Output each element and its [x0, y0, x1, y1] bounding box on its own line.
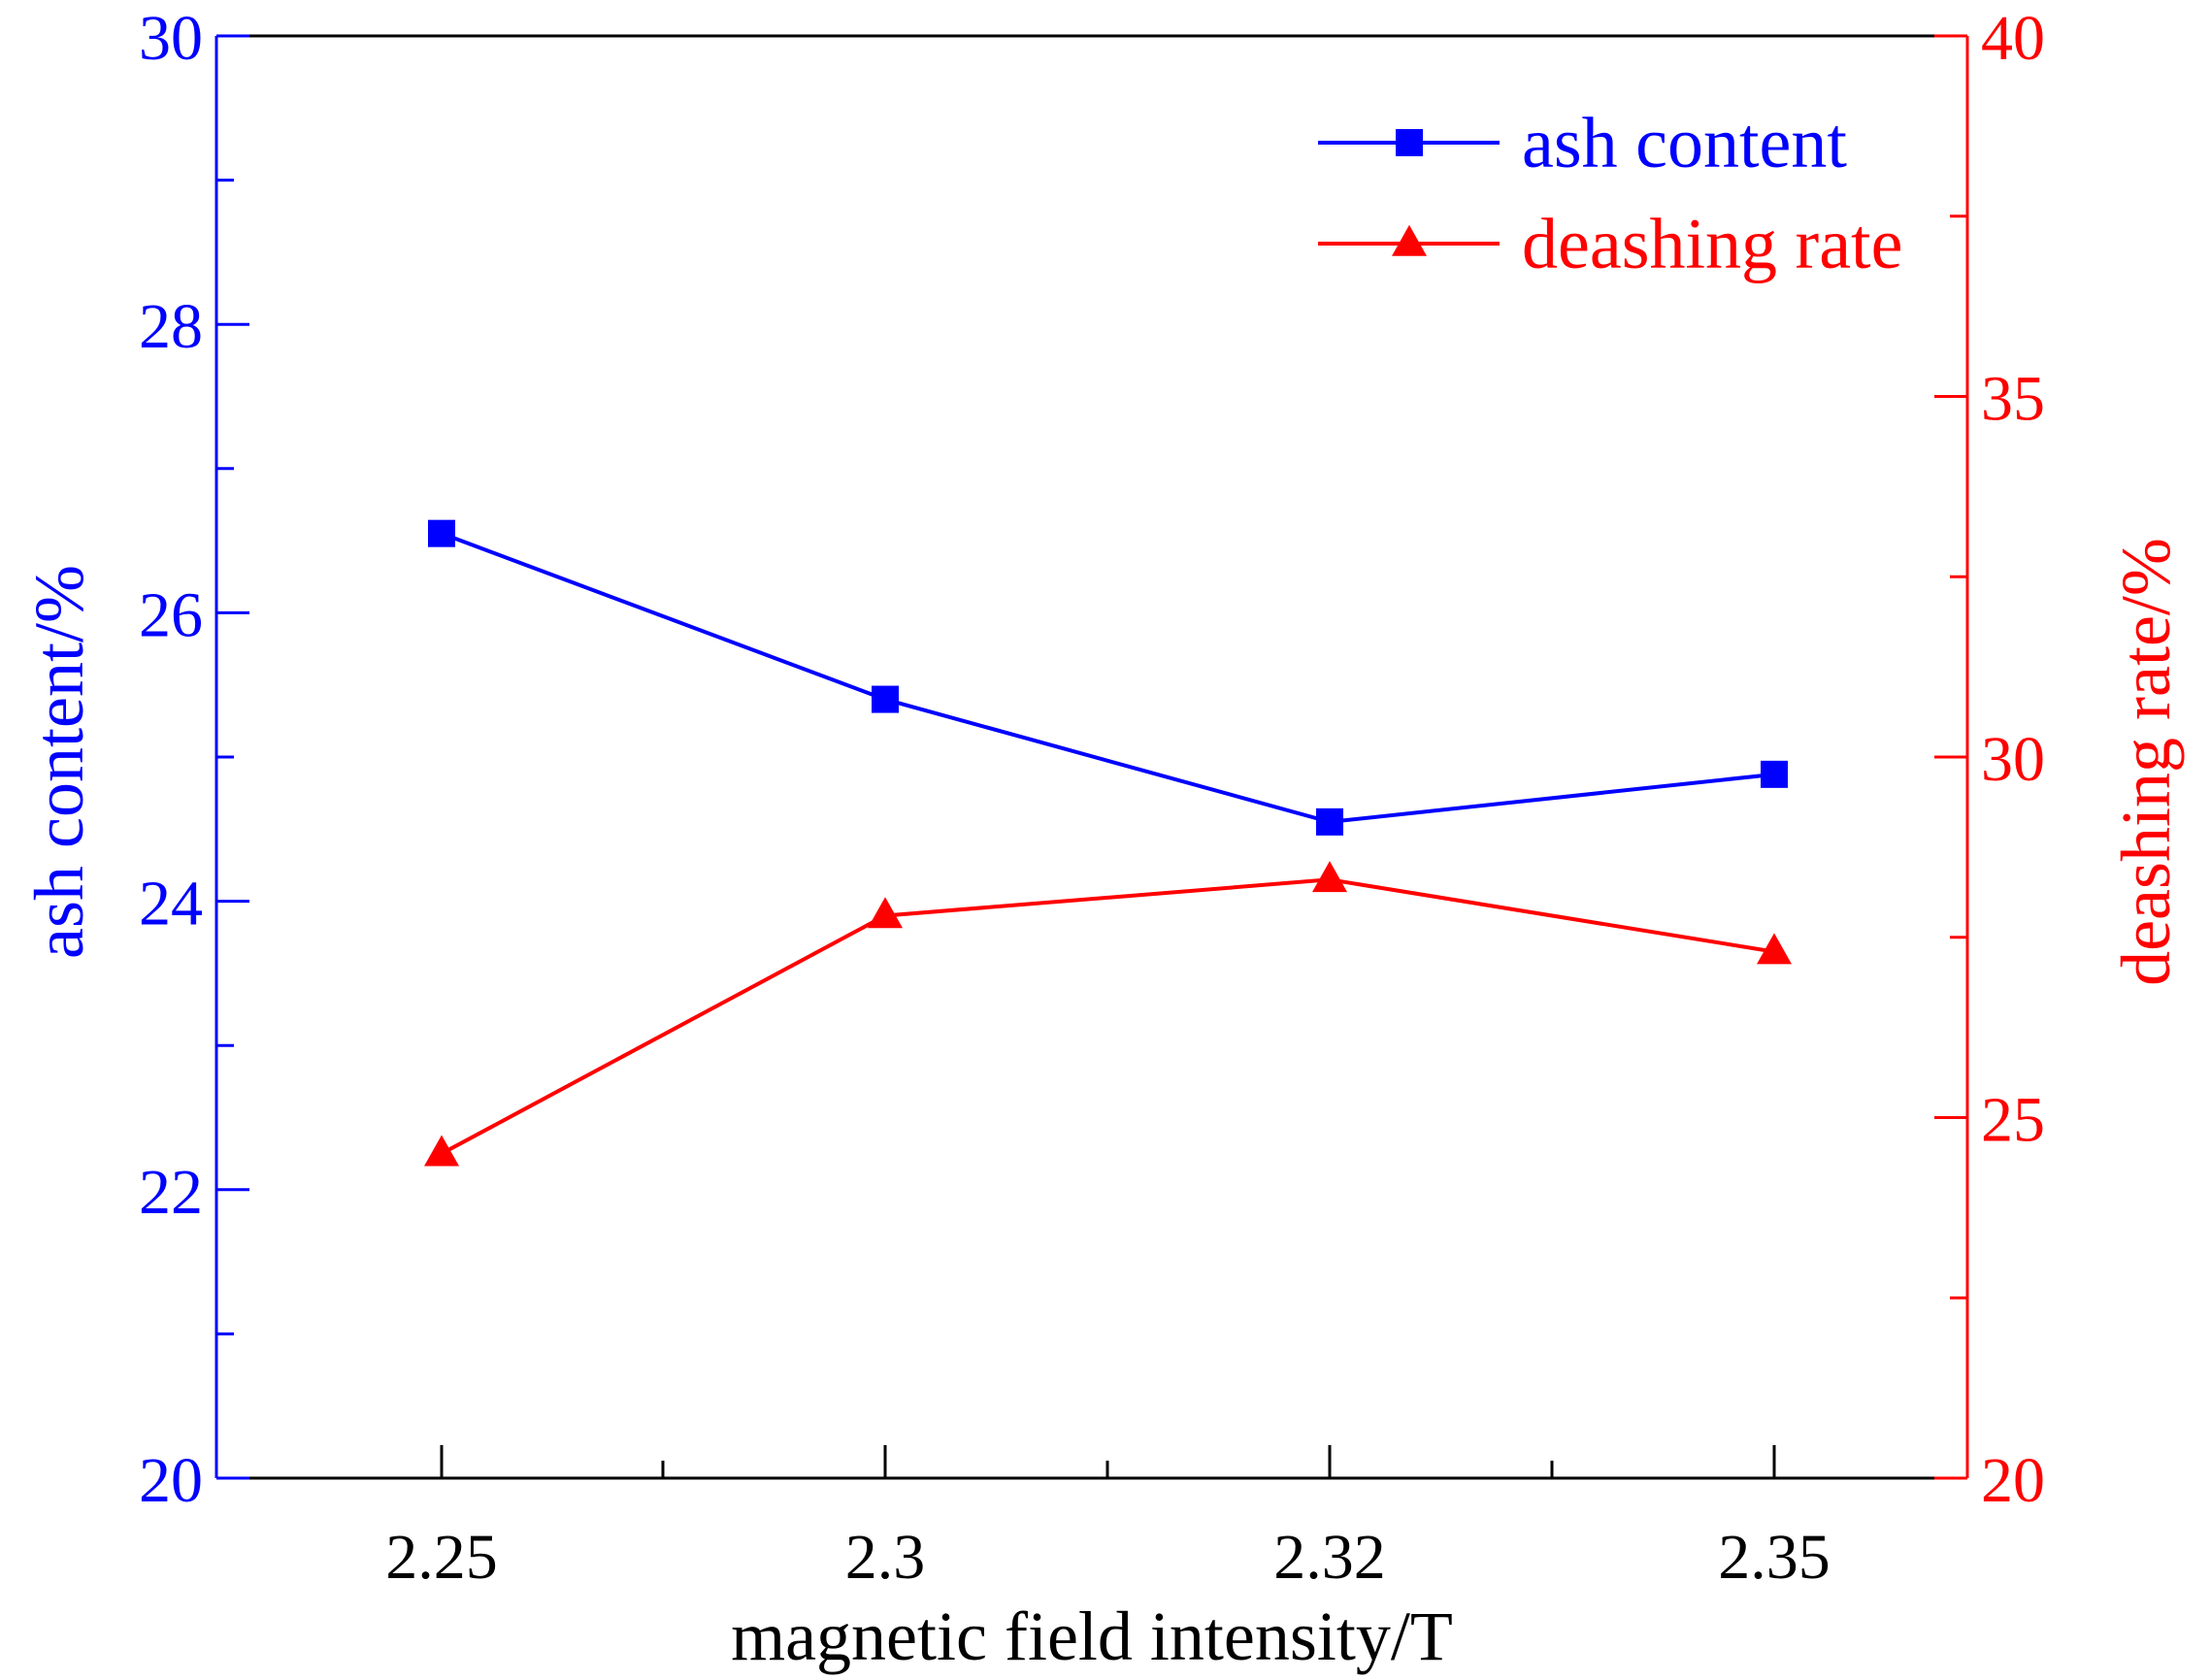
data-point [872, 685, 899, 713]
series-deashing-rate [424, 861, 1792, 1167]
right-tick-label: 30 [1981, 724, 2045, 795]
data-point [424, 1135, 459, 1167]
x-axis: 2.25 2.3 2.32 2.35 [385, 1445, 1831, 1593]
right-y-axis: 20 25 30 35 40 [1934, 3, 2045, 1516]
series-line [441, 877, 1775, 1156]
left-tick-label: 26 [139, 579, 203, 650]
data-point [1316, 807, 1343, 836]
data-point [1312, 861, 1347, 893]
data-point [1757, 933, 1792, 965]
legend: ash content deashing rate [1318, 104, 1902, 284]
data-point [1761, 760, 1788, 788]
left-tick-label: 22 [139, 1157, 203, 1228]
right-tick-label: 20 [1981, 1445, 2045, 1516]
right-tick-label: 35 [1981, 364, 2045, 435]
legend-label: ash content [1522, 104, 1847, 183]
x-tick-label: 2.35 [1718, 1522, 1831, 1593]
series-layer [424, 519, 1792, 1167]
x-tick-label: 2.3 [845, 1522, 926, 1593]
left-tick-label: 30 [139, 3, 203, 74]
plot-frame [216, 34, 1967, 1480]
left-y-axis-title: ash content/% [20, 565, 98, 959]
legend-item: ash content [1318, 104, 1847, 183]
legend-label: deashing rate [1522, 205, 1902, 284]
data-point [868, 897, 903, 929]
series-line [441, 531, 1775, 824]
x-tick-label: 2.25 [385, 1522, 498, 1593]
right-tick-label: 25 [1981, 1085, 2045, 1156]
legend-marker [1396, 129, 1423, 156]
left-y-axis: 20 22 24 26 28 30 [139, 3, 249, 1516]
x-tick-label: 2.32 [1273, 1522, 1386, 1593]
legend-marker [1392, 224, 1427, 256]
left-tick-label: 28 [139, 291, 203, 362]
data-point [428, 519, 455, 547]
left-tick-label: 24 [139, 869, 203, 939]
x-axis-title: magnetic field intensity/T [731, 1598, 1453, 1675]
legend-item: deashing rate [1318, 205, 1902, 284]
right-y-axis-title: deashing rate/% [2107, 538, 2185, 986]
left-tick-label: 20 [139, 1445, 203, 1516]
series-ash-content [428, 519, 1788, 836]
right-tick-label: 40 [1981, 3, 2045, 74]
